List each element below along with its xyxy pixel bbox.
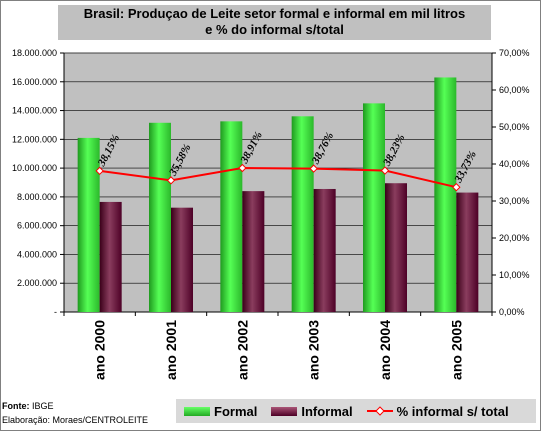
percent-marker xyxy=(166,176,176,185)
legend-item-formal: Formal xyxy=(184,404,257,419)
bar-informal xyxy=(385,183,407,312)
legend-label-informal: Informal xyxy=(301,403,353,419)
y2-tick-label: 70,00% xyxy=(499,48,530,58)
source-credit: Elaboração: Moraes/CENTROLEITE xyxy=(2,415,149,425)
percent-marker xyxy=(452,182,461,192)
chart-legend: Formal Informal % informal s/ total xyxy=(176,399,536,423)
x-tick-label: ano 2001 xyxy=(163,320,179,380)
legend-item-informal: Informal xyxy=(271,403,353,419)
legend-item-percent-informal: % informal s/ total xyxy=(366,403,509,419)
bar-informal xyxy=(313,188,336,312)
y-tick-label: - xyxy=(54,307,57,317)
y-tick-label: 4.000.000 xyxy=(17,249,57,259)
percent-marker xyxy=(95,166,104,176)
x-tick-label: ano 2003 xyxy=(306,320,322,380)
y-tick-label: 16.000.000 xyxy=(12,77,57,87)
y2-tick-label: 30,00% xyxy=(499,196,530,206)
y-tick-label: 2.000.000 xyxy=(17,278,57,288)
bar-informal xyxy=(99,201,122,312)
bar-formal xyxy=(220,121,243,312)
y2-tick-label: 10,00% xyxy=(499,270,530,280)
x-tick-label: ano 2002 xyxy=(234,320,250,380)
bar-formal xyxy=(363,103,385,312)
y2-tick-label: 40,00% xyxy=(499,159,530,169)
legend-swatch-informal xyxy=(271,406,298,416)
x-tick-label: ano 2004 xyxy=(377,320,393,380)
percent-line xyxy=(99,167,457,189)
y2-tick-label: 20,00% xyxy=(499,233,530,243)
legend-swatch-formal xyxy=(184,406,210,416)
y-tick-label: 6.000.000 xyxy=(17,221,57,231)
bar-formal xyxy=(434,77,457,312)
bar-informal xyxy=(242,191,265,312)
chart-title-line-2: e % do informal s/total xyxy=(205,22,344,37)
bar-formal xyxy=(77,137,100,312)
bar-informal xyxy=(456,192,479,312)
legend-label-percent-informal: % informal s/ total xyxy=(396,403,509,419)
y2-tick-label: 60,00% xyxy=(499,85,530,95)
x-tick-label: ano 2005 xyxy=(448,320,464,380)
y-tick-label: 14.000.000 xyxy=(12,106,57,116)
y-tick-label: 10.000.000 xyxy=(12,163,57,173)
chart-title-box: Brasil: Produçao de Leite setor formal e… xyxy=(58,5,491,40)
y2-tick-label: 0,00% xyxy=(499,307,525,317)
plot-area xyxy=(63,52,493,313)
legend-swatch-percent-informal xyxy=(366,405,393,417)
chart-title-line-1: Brasil: Produçao de Leite setor formal e… xyxy=(83,6,466,21)
source-label: Fonte: xyxy=(2,401,30,411)
percent-marker xyxy=(238,163,247,173)
x-tick-label: ano 2000 xyxy=(92,320,108,380)
source-value: IBGE xyxy=(32,401,54,411)
percent-marker xyxy=(309,164,318,173)
y-tick-label: 18.000.000 xyxy=(12,48,57,58)
legend-label-formal: Formal xyxy=(214,403,258,419)
bar-formal xyxy=(291,116,314,312)
y-tick-label: 8.000.000 xyxy=(17,192,57,202)
y2-tick-label: 50,00% xyxy=(499,122,530,132)
bar-formal xyxy=(149,122,171,313)
percent-marker xyxy=(380,166,390,175)
y-tick-label: 12.000.000 xyxy=(12,134,57,144)
bar-informal xyxy=(171,207,193,312)
source-box: Fonte: IBGE Elaboração: Moraes/CENTROLEI… xyxy=(2,399,172,429)
